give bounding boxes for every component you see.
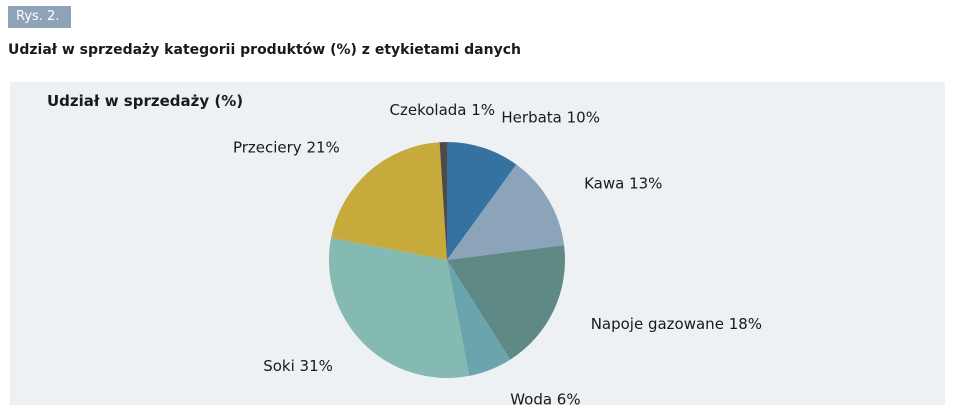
pie-slice-woda <box>447 260 511 376</box>
pie-chart: Herbata 10% Kawa 13% Napoje gazowane 18% Wo… <box>233 101 762 405</box>
pie-label-woda: Woda 6% <box>510 391 580 406</box>
pie-label-soki: Soki 31% <box>263 357 333 375</box>
pie-label-herbata: Herbata 10% <box>501 108 600 126</box>
pie-slice-przeciery <box>331 142 447 260</box>
pie-label-kawa: Kawa 13% <box>584 175 662 193</box>
pie-slice-kawa <box>447 164 565 260</box>
pie-slice-czekolada <box>439 142 447 260</box>
figure-tag: Rys. 2. <box>8 6 72 28</box>
pie-slices <box>329 142 566 378</box>
pie-slice-herbata <box>447 142 517 260</box>
pie-slice-napoje-gazowane <box>447 245 566 360</box>
figure-title: Udział w sprzedaży kategorii produktów (… <box>8 42 521 58</box>
pie-label-napoje-gazowane: Napoje gazowane 18% <box>591 315 762 333</box>
pie-label-czekolada: Czekolada 1% <box>390 101 496 119</box>
pie-label-przeciery: Przeciery 21% <box>233 139 340 157</box>
chart-panel: Udział w sprzedaży (%) Herbata 10% Kawa 1… <box>10 82 945 405</box>
chart-title: Udział w sprzedaży (%) <box>47 92 244 110</box>
pie-labels: Herbata 10% Kawa 13% Napoje gazowane 18% Wo… <box>233 101 762 405</box>
pie-slice-soki <box>329 237 470 378</box>
